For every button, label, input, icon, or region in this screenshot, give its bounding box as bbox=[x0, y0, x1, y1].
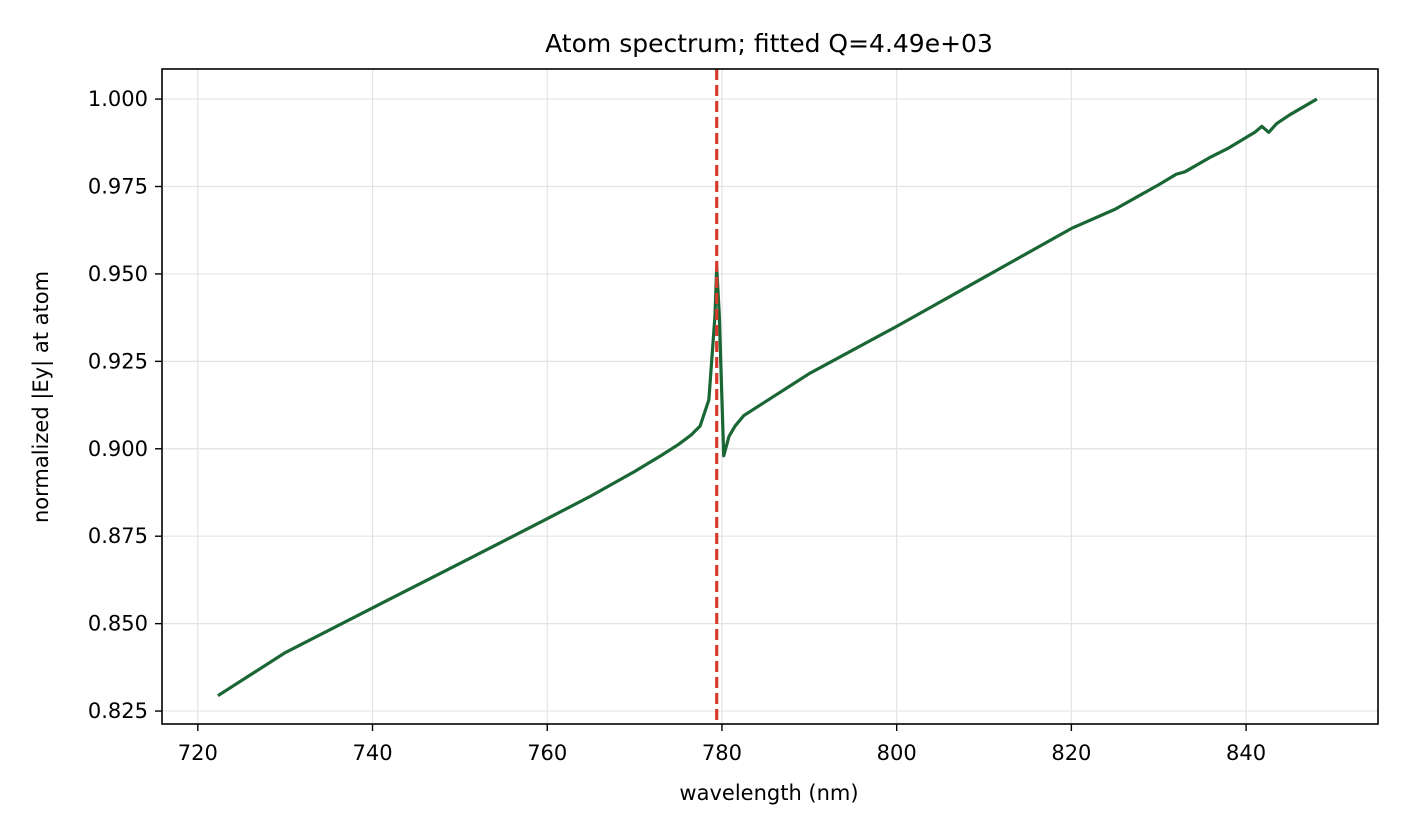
axes: 720 740 760 780 800 820 840 0.825 0.850 0.875 0.90… bbox=[88, 68, 1379, 765]
y-tick-label: 0.950 bbox=[88, 262, 148, 286]
series-layer bbox=[217, 69, 1318, 724]
plot-frame bbox=[161, 68, 1379, 725]
y-tick-label: 0.975 bbox=[88, 175, 148, 199]
spectrum-series-line bbox=[217, 97, 1318, 698]
y-tick-label: 0.925 bbox=[88, 349, 148, 373]
x-axis-label: wavelength (nm) bbox=[679, 781, 858, 805]
x-tick-label: 740 bbox=[352, 741, 392, 765]
y-tick-label: 0.825 bbox=[88, 699, 148, 723]
y-tick-label: 0.900 bbox=[88, 437, 148, 461]
grid-lines bbox=[162, 69, 1378, 724]
chart-title: Atom spectrum; fitted Q=4.49e+03 bbox=[545, 29, 993, 58]
y-axis-label: normalized |Ey| at atom bbox=[29, 271, 54, 523]
x-tick-label: 840 bbox=[1226, 741, 1266, 765]
y-tick-label: 1.000 bbox=[88, 87, 148, 111]
x-tick-label: 720 bbox=[178, 741, 218, 765]
x-tick-label: 820 bbox=[1051, 741, 1091, 765]
x-tick-label: 780 bbox=[702, 741, 742, 765]
y-tick-label: 0.875 bbox=[88, 524, 148, 548]
x-tick-label: 800 bbox=[877, 741, 917, 765]
y-tick-label: 0.850 bbox=[88, 612, 148, 636]
x-tick-label: 760 bbox=[527, 741, 567, 765]
